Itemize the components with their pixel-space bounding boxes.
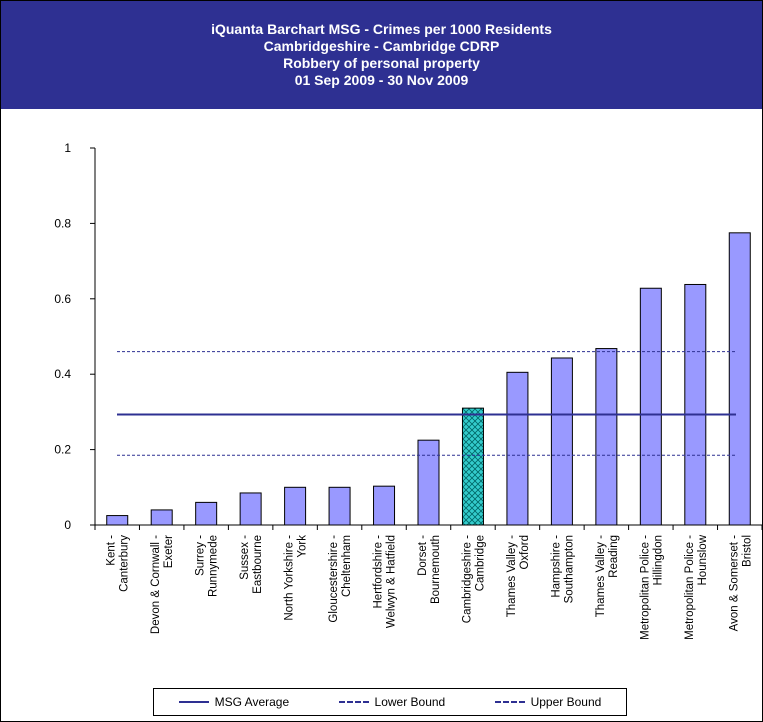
bar-highlighted xyxy=(461,407,484,526)
bar xyxy=(417,439,440,526)
legend-swatch-dashed xyxy=(338,701,369,703)
x-category-label: York xyxy=(297,535,309,558)
bar xyxy=(239,492,262,526)
y-tick-label: 1 xyxy=(64,141,71,155)
x-category-label: Metropolitan Police - xyxy=(639,535,651,640)
legend-swatch-dashed xyxy=(494,701,525,703)
x-category-label: Kent - xyxy=(106,535,118,566)
x-category-label: Exeter xyxy=(163,535,175,568)
chart-subtitle-crime: Robbery of personal property xyxy=(283,55,480,71)
x-category-label: Cheltenham xyxy=(341,535,353,597)
chart-header: iQuanta Barchart MSG - Crimes per 1000 R… xyxy=(1,1,762,109)
bar xyxy=(328,486,351,526)
legend-item-msg-average: MSG Average xyxy=(178,695,290,709)
legend-label-upper-bound: Upper Bound xyxy=(530,695,602,709)
bar xyxy=(728,232,751,526)
x-category-label: Gloucestershire - xyxy=(328,535,340,623)
bar xyxy=(595,348,618,526)
x-category-label: Hillingdon xyxy=(652,535,664,586)
x-category-label: Runnymede xyxy=(208,535,220,597)
chart-title: iQuanta Barchart MSG - Crimes per 1000 R… xyxy=(211,21,552,37)
x-category-label: Surrey - xyxy=(195,535,207,576)
bar xyxy=(106,515,129,526)
chart-subtitle-area: Cambridgeshire - Cambridge CDRP xyxy=(263,38,500,54)
chart-subtitle-period: 01 Sep 2009 - 30 Nov 2009 xyxy=(294,72,469,88)
x-category-label: Hounslow xyxy=(697,534,709,585)
x-category-label: Eastbourne xyxy=(252,535,264,594)
bar xyxy=(684,283,707,526)
bar xyxy=(506,371,529,526)
x-category-label: Canterbury xyxy=(119,535,131,592)
x-category-label: Southampton xyxy=(563,535,575,603)
bar xyxy=(195,501,218,526)
bar xyxy=(373,485,396,526)
x-category-label: Thames Valley - xyxy=(595,535,607,617)
bar xyxy=(284,486,307,526)
y-tick-label: 0.2 xyxy=(54,443,71,457)
bar xyxy=(639,287,662,526)
x-category-label: Sussex - xyxy=(239,535,251,580)
x-category-label: Bournemouth xyxy=(430,535,442,604)
x-category-label: Cambridgeshire - xyxy=(461,535,473,623)
x-category-label: North Yorkshire - xyxy=(284,535,296,621)
y-tick-label: 0.6 xyxy=(54,292,71,306)
y-tick-label: 0.8 xyxy=(54,216,71,230)
x-category-label: Bristol xyxy=(741,535,753,567)
x-category-label: Cambridge xyxy=(474,535,486,591)
x-category-label: Oxford xyxy=(519,535,531,570)
legend-item-lower-bound: Lower Bound xyxy=(338,695,446,709)
legend-swatch-solid xyxy=(178,701,209,703)
bar xyxy=(150,509,173,526)
legend-label-msg-average: MSG Average xyxy=(214,695,290,709)
x-category-label: Welwyn & Hatfield xyxy=(386,535,398,628)
y-tick-label: 0 xyxy=(64,518,71,532)
x-category-label: Hertfordshire - xyxy=(373,535,385,609)
x-category-label: Metropolitan Police - xyxy=(684,535,696,640)
bar xyxy=(550,357,573,526)
y-tick-label: 0.4 xyxy=(54,367,71,381)
x-category-label: Dorset - xyxy=(417,535,429,576)
chart-legend: MSG Average Lower Bound Upper Bound xyxy=(153,688,627,716)
x-category-label: Avon & Somerset - xyxy=(728,535,740,631)
x-category-label: Hampshire - xyxy=(550,535,562,598)
x-category-label: Devon & Cornwall - xyxy=(150,535,162,634)
x-category-label: Reading xyxy=(608,535,620,578)
legend-label-lower-bound: Lower Bound xyxy=(374,695,446,709)
legend-item-upper-bound: Upper Bound xyxy=(494,695,602,709)
x-category-label: Thames Valley - xyxy=(506,535,518,617)
